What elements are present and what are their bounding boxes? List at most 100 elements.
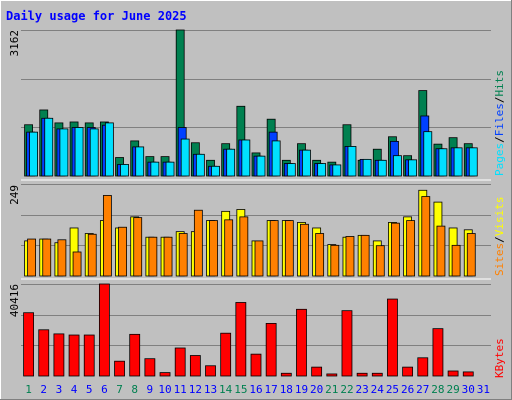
x-tick-label-28: 28 (431, 383, 444, 396)
x-tick-label-15: 15 (234, 383, 247, 396)
x-tick-label-19: 19 (295, 383, 308, 396)
bar-pages-day-1 (29, 131, 38, 177)
bar-kbytes-day-9 (144, 358, 156, 377)
x-tick-label-23: 23 (356, 383, 369, 396)
bar-kbytes-day-11 (174, 347, 186, 377)
bar-kbytes-day-7 (114, 360, 125, 377)
bar-kbytes-day-21 (326, 373, 338, 377)
chart-title: Daily usage for June 2025 (6, 9, 187, 23)
bar-pages-day-8 (135, 146, 145, 177)
bar-sites-day-11 (178, 233, 188, 277)
bar-pages-day-16 (256, 155, 266, 177)
bar-sites-day-16 (254, 240, 264, 277)
bar-pages-day-6 (104, 122, 114, 177)
x-tick-label-18: 18 (280, 383, 293, 396)
legend-panel2-item-0: KBytes (493, 338, 506, 378)
x-tick-label-13: 13 (204, 383, 217, 396)
legend-panel1-item-1: / (493, 236, 506, 243)
legend-panel0-item-4: Hits (493, 70, 506, 97)
bar-sites-day-14 (224, 219, 234, 277)
x-tick-label-5: 5 (86, 383, 93, 396)
bar-kbytes-day-26 (402, 366, 414, 377)
bar-pages-day-26 (408, 159, 418, 177)
x-tick-label-3: 3 (56, 383, 63, 396)
bar-sites-day-10 (163, 236, 173, 277)
bar-kbytes-day-4 (68, 334, 80, 377)
bar-sites-day-24 (375, 245, 385, 277)
bar-kbytes-day-5 (83, 334, 95, 377)
bar-kbytes-day-13 (205, 365, 216, 377)
bar-kbytes-day-2 (38, 329, 50, 377)
bar-sites-day-15 (239, 216, 249, 277)
legend-panel1-item-2: Visits (493, 197, 506, 237)
bar-pages-day-2 (44, 117, 54, 177)
bar-kbytes-day-16 (250, 353, 262, 377)
bar-kbytes-day-12 (189, 355, 201, 377)
bar-pages-day-17 (271, 140, 281, 177)
x-tick-label-17: 17 (265, 383, 278, 396)
bars-layer (23, 29, 478, 377)
bar-kbytes-day-8 (129, 333, 141, 377)
bar-kbytes-day-23 (356, 372, 368, 377)
x-tick-label-30: 30 (462, 383, 475, 396)
bar-kbytes-day-10 (159, 372, 171, 377)
x-tick-label-14: 14 (219, 383, 233, 396)
bar-sites-day-5 (87, 233, 97, 277)
bar-pages-day-25 (393, 155, 402, 177)
legend-panel0-item-2: Files (493, 103, 506, 136)
x-tick-label-1: 1 (25, 383, 32, 396)
bar-pages-day-3 (59, 128, 69, 177)
x-tick-label-25: 25 (386, 383, 399, 396)
bar-pages-day-23 (362, 158, 372, 177)
x-tick-label-27: 27 (416, 383, 429, 396)
panel-visits-ymax: 249 (8, 185, 21, 205)
bar-sites-day-27 (421, 196, 431, 277)
bar-sites-day-8 (133, 217, 143, 277)
bar-kbytes-day-14 (220, 332, 232, 377)
bar-kbytes-day-19 (296, 308, 307, 377)
panel-kbytes-ymax: 40416 (8, 284, 21, 317)
bar-sites-day-28 (436, 225, 446, 277)
bar-pages-day-29 (453, 147, 463, 177)
x-tick-label-31: 31 (477, 383, 490, 396)
x-tick-label-24: 24 (371, 383, 385, 396)
bar-sites-day-12 (193, 209, 203, 277)
legend-panel0-item-3: / (493, 97, 506, 104)
x-tick-label-6: 6 (101, 383, 108, 396)
x-tick-label-10: 10 (158, 383, 171, 396)
bar-pages-day-12 (195, 153, 205, 177)
bar-pages-day-28 (438, 148, 448, 177)
bar-sites-day-22 (345, 236, 355, 277)
bar-kbytes-day-18 (280, 372, 292, 377)
bar-pages-day-15 (241, 139, 251, 177)
bar-sites-day-21 (330, 244, 340, 277)
panel-hits-legend: Pages/Files/Hits (493, 70, 506, 176)
bar-sites-day-6 (102, 195, 112, 277)
bar-sites-day-7 (118, 226, 127, 277)
bar-sites-day-17 (269, 220, 279, 277)
bar-sites-day-30 (466, 233, 476, 277)
bar-sites-day-19 (300, 223, 309, 277)
bar-kbytes-day-20 (311, 366, 323, 377)
bar-pages-day-22 (347, 146, 357, 177)
bar-kbytes-day-28 (432, 328, 444, 377)
bar-pages-day-4 (74, 127, 84, 177)
bar-kbytes-day-15 (235, 302, 247, 377)
x-tick-label-21: 21 (325, 383, 338, 396)
bar-kbytes-day-25 (387, 298, 398, 377)
bar-pages-day-14 (226, 148, 236, 177)
panel-kbytes-legend: KBytes (493, 338, 506, 378)
x-tick-label-12: 12 (189, 383, 202, 396)
legend-panel0-item-1: / (493, 136, 506, 143)
bar-pages-day-5 (89, 128, 99, 177)
bar-pages-day-30 (468, 147, 478, 177)
bar-sites-day-23 (360, 234, 370, 277)
bar-sites-day-9 (148, 236, 158, 277)
x-tick-label-22: 22 (340, 383, 353, 396)
x-tick-label-4: 4 (71, 383, 78, 396)
bar-sites-day-18 (284, 220, 294, 277)
bar-sites-day-26 (406, 220, 416, 277)
bar-sites-day-25 (391, 222, 400, 277)
bar-kbytes-day-17 (265, 323, 277, 377)
